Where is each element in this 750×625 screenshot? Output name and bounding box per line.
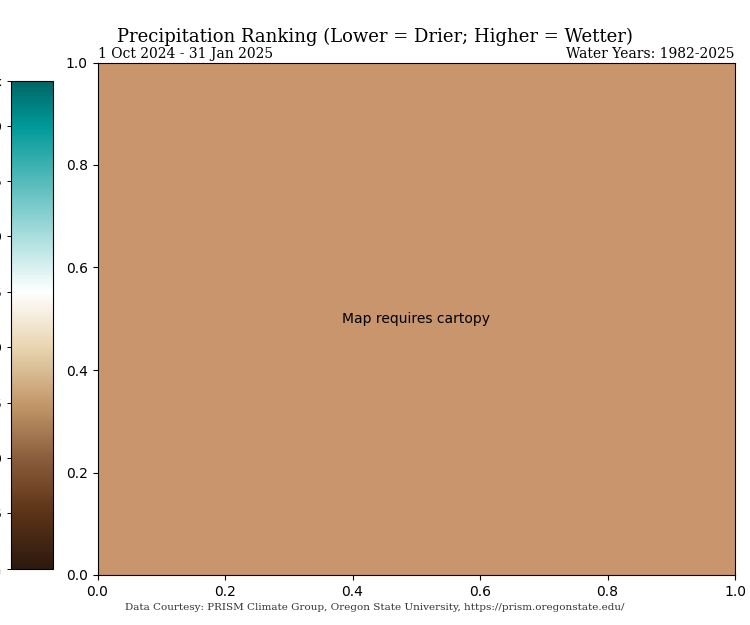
Text: Data Courtesy: PRISM Climate Group, Oregon State University, https://prism.orego: Data Courtesy: PRISM Climate Group, Oreg… bbox=[125, 604, 625, 612]
Text: Water Years: 1982-2025: Water Years: 1982-2025 bbox=[566, 47, 735, 61]
Text: 1 Oct 2024 - 31 Jan 2025: 1 Oct 2024 - 31 Jan 2025 bbox=[98, 47, 273, 61]
Text: Map requires cartopy: Map requires cartopy bbox=[342, 312, 490, 326]
Text: Precipitation Ranking (Lower = Drier; Higher = Wetter): Precipitation Ranking (Lower = Drier; Hi… bbox=[117, 28, 633, 46]
